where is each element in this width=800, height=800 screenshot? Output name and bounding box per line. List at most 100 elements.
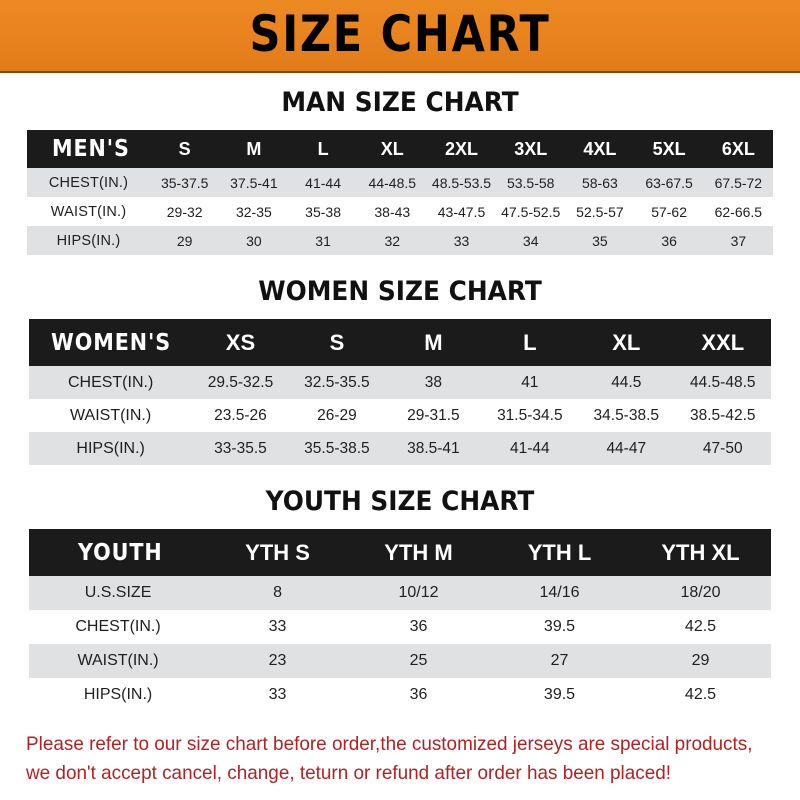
women-cell-r1-c4: 41 [481, 366, 579, 399]
women-cell-r2-c2: 26-29 [288, 399, 386, 432]
table-row: HIPS(IN.) 33-35.5 35.5-38.5 38.5-41 41-44 44-… [29, 432, 771, 465]
women-row-label-2: WAIST(IN.) [29, 399, 193, 432]
men-cell-r2-c3: 35-38 [288, 197, 358, 226]
women-cell-r3-c3: 38.5-41 [385, 432, 482, 465]
men-cell-r2-c6: 47.5-52.5 [496, 197, 566, 226]
youth-table-body: U.S.SIZE 8 10/12 14/16 18/20 CHEST(IN.) 33 36 39… [29, 576, 771, 712]
youth-row-label-1: U.S.SIZE [29, 576, 208, 610]
women-cell-r1-c1: 29.5-32.5 [192, 366, 289, 399]
table-row: U.S.SIZE 8 10/12 14/16 18/20 [29, 576, 771, 610]
notice-line-2: we don't accept cancel, change, teturn o… [26, 761, 672, 784]
table-row: WAIST(IN.) 29-32 32-35 35-38 38-43 43-47.5 47.… [27, 197, 773, 226]
women-column-header-2: S [288, 319, 386, 366]
women-size-table: WOMEN'S XS S M L XL XXL CHEST(IN.) 29.5-32.5 32.… [29, 319, 771, 465]
section-title-youth: YOUTH SIZE CHART [265, 486, 535, 517]
youth-cell-r4-c2: 36 [348, 678, 490, 712]
men-cell-r1-c3: 41-44 [288, 168, 358, 197]
men-column-header-6: 3XL [496, 130, 566, 168]
men-cell-r3-c9: 37 [703, 226, 773, 255]
youth-cell-r2-c3: 39.5 [489, 610, 630, 644]
women-column-header-6: XXL [674, 319, 771, 366]
women-column-header-4: L [481, 319, 579, 366]
table-row: CHEST(IN.) 35-37.5 37.5-41 41-44 44-48.5 48.5… [27, 168, 773, 197]
youth-header-label-text: YOUTH [78, 539, 163, 566]
men-cell-r2-c4: 38-43 [357, 197, 427, 226]
table-row: WAIST(IN.) 23 25 27 29 [29, 644, 771, 678]
men-row-label-2: WAIST(IN.) [27, 197, 151, 226]
youth-column-header-3: YTH L [489, 529, 630, 576]
women-cell-r2-c4: 31.5-34.5 [481, 399, 579, 432]
youth-cell-r3-c1: 23 [207, 644, 349, 678]
men-column-header-3: L [288, 130, 358, 168]
women-column-header-1: XS [192, 319, 289, 366]
women-table-body: CHEST(IN.) 29.5-32.5 32.5-35.5 38 41 44.5 44.5… [29, 366, 771, 465]
section-title-man: MAN SIZE CHART [281, 87, 519, 118]
women-row-label-3: HIPS(IN.) [29, 432, 193, 465]
women-cell-r3-c2: 35.5-38.5 [288, 432, 386, 465]
men-size-table-wrapper: MEN'S S M L XL 2XL 3XL 4XL 5XL 6XL CHEST(IN.) 35-3… [27, 130, 773, 255]
men-cell-r2-c7: 52.5-57 [565, 197, 635, 226]
women-cell-r2-c6: 38.5-42.5 [674, 399, 771, 432]
notice-line-1: Please refer to our size chart before or… [26, 733, 753, 755]
youth-cell-r4-c3: 39.5 [489, 678, 630, 712]
women-cell-r2-c3: 29-31.5 [385, 399, 482, 432]
table-row: CHEST(IN.) 29.5-32.5 32.5-35.5 38 41 44.5 44.5… [29, 366, 771, 399]
men-cell-r2-c8: 57-62 [634, 197, 704, 226]
youth-cell-r1-c2: 10/12 [348, 576, 490, 610]
men-cell-r1-c6: 53.5-58 [496, 168, 566, 197]
men-cell-r3-c5: 33 [426, 226, 497, 255]
women-cell-r3-c5: 44-47 [578, 432, 675, 465]
men-column-header-1: S [150, 130, 220, 168]
men-cell-r3-c6: 34 [496, 226, 566, 255]
women-column-header-5: XL [578, 319, 675, 366]
section-title-women: WOMEN SIZE CHART [258, 276, 542, 307]
men-cell-r3-c8: 36 [634, 226, 704, 255]
men-column-header-9: 6XL [703, 130, 773, 168]
youth-column-header-4: YTH XL [629, 529, 771, 576]
men-table-head: MEN'S S M L XL 2XL 3XL 4XL 5XL 6XL [27, 130, 773, 168]
youth-cell-r4-c1: 33 [207, 678, 349, 712]
men-table-header-label: MEN'S [27, 130, 151, 168]
men-cell-r2-c5: 43-47.5 [426, 197, 497, 226]
men-column-header-7: 4XL [565, 130, 635, 168]
table-row: HIPS(IN.) 29 30 31 32 33 34 35 36 37 [27, 226, 773, 255]
men-cell-r3-c4: 32 [357, 226, 427, 255]
women-cell-r3-c1: 33-35.5 [192, 432, 289, 465]
youth-cell-r2-c1: 33 [207, 610, 349, 644]
men-table-body: CHEST(IN.) 35-37.5 37.5-41 41-44 44-48.5 48.5… [27, 168, 773, 255]
women-table-header-label: WOMEN'S [29, 319, 193, 366]
women-cell-r3-c6: 47-50 [674, 432, 771, 465]
men-row-label-1: CHEST(IN.) [27, 168, 151, 197]
men-size-table: MEN'S S M L XL 2XL 3XL 4XL 5XL 6XL CHEST(IN.) 35-3… [27, 130, 773, 255]
youth-cell-r1-c1: 8 [207, 576, 349, 610]
women-table-head: WOMEN'S XS S M L XL XXL [29, 319, 771, 366]
men-column-header-4: XL [357, 130, 427, 168]
order-policy-notice: Please refer to our size chart before or… [26, 730, 759, 788]
men-cell-r1-c7: 58-63 [565, 168, 635, 197]
page-banner: SIZE CHART [0, 0, 800, 73]
youth-cell-r1-c3: 14/16 [489, 576, 630, 610]
women-cell-r1-c3: 38 [385, 366, 482, 399]
youth-cell-r2-c4: 42.5 [629, 610, 771, 644]
table-row: CHEST(IN.) 33 36 39.5 42.5 [29, 610, 771, 644]
women-cell-r2-c5: 34.5-38.5 [578, 399, 675, 432]
men-row-label-3: HIPS(IN.) [27, 226, 151, 255]
men-cell-r1-c9: 67.5-72 [703, 168, 773, 197]
men-column-header-5: 2XL [426, 130, 497, 168]
table-row: HIPS(IN.) 33 36 39.5 42.5 [29, 678, 771, 712]
men-cell-r1-c2: 37.5-41 [219, 168, 289, 197]
women-cell-r1-c6: 44.5-48.5 [674, 366, 771, 399]
women-size-table-wrapper: WOMEN'S XS S M L XL XXL CHEST(IN.) 29.5-32.5 32.… [29, 319, 771, 465]
youth-header-row: YOUTH YTH S YTH M YTH L YTH XL [29, 529, 771, 576]
women-cell-r2-c1: 23.5-26 [192, 399, 289, 432]
youth-cell-r3-c3: 27 [489, 644, 630, 678]
women-cell-r1-c5: 44.5 [578, 366, 675, 399]
men-cell-r3-c3: 31 [288, 226, 358, 255]
youth-size-table-wrapper: YOUTH YTH S YTH M YTH L YTH XL U.S.SIZE 8 10/1… [29, 529, 771, 712]
page-title: SIZE CHART [249, 4, 551, 63]
men-cell-r1-c8: 63-67.5 [634, 168, 704, 197]
women-cell-r1-c2: 32.5-35.5 [288, 366, 386, 399]
men-cell-r2-c2: 32-35 [219, 197, 289, 226]
women-cell-r3-c4: 41-44 [481, 432, 579, 465]
youth-size-table: YOUTH YTH S YTH M YTH L YTH XL U.S.SIZE 8 10/1… [29, 529, 771, 712]
